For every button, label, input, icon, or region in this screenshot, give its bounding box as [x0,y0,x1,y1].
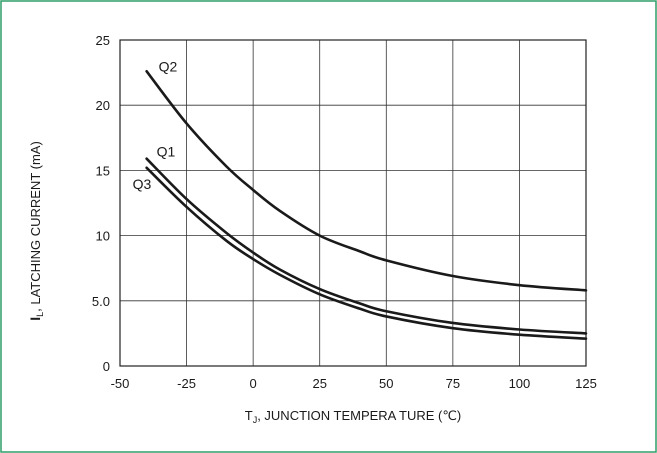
series-labels: Q2 Q1 Q3 [133,58,178,191]
x-tick-label: -25 [177,376,196,391]
plot-border [119,39,587,367]
x-tick-label: 75 [446,376,460,391]
series-label-q3: Q3 [133,176,152,192]
x-tick-label: -50 [111,376,130,391]
y-tick-label: 0 [103,359,110,374]
y-axis-label: IL, LATCHING CURRENT (mA) [27,141,45,321]
series-line-q1 [145,157,588,335]
y-tick-label: 15 [96,163,110,178]
y-tick-label: 25 [96,33,110,48]
series-label-q1: Q1 [157,144,176,160]
x-tick-label: 100 [509,376,531,391]
series-lines [145,70,588,340]
y-tick-label: 10 [96,229,110,244]
x-tick-label: 125 [575,376,597,391]
y-tick-label: 20 [96,98,110,113]
series-line-q2 [145,70,588,292]
x-axis-label: TJ, JUNCTION TEMPERA TURE (℃) [245,408,462,425]
y-tick-label: 5.0 [92,294,110,309]
series-label-q2: Q2 [159,58,178,74]
x-tick-label: 0 [250,376,257,391]
x-tick-label: 25 [312,376,326,391]
plot-area [119,39,587,367]
tick-labels: -50 -25 0 25 50 75 100 125 0 5.0 10 15 20 25 [92,33,597,391]
series-line-q3 [145,166,588,340]
x-tick-label: 50 [379,376,393,391]
